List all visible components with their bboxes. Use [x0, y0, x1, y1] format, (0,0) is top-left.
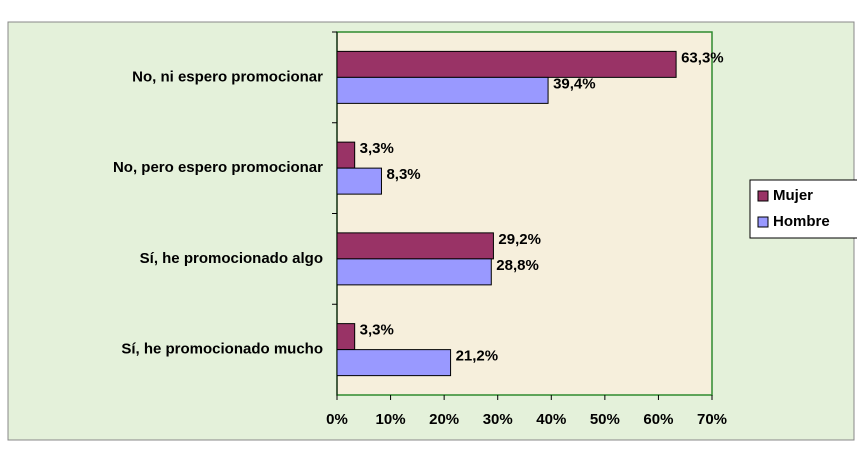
- x-tick-label: 40%: [536, 411, 566, 428]
- y-tick-label: No, pero espero promocionar: [113, 159, 323, 176]
- bar: [336, 167, 382, 195]
- x-tick-label: 0%: [326, 411, 348, 428]
- data-label: 8,3%: [386, 166, 420, 183]
- data-label: 63,3%: [681, 49, 724, 66]
- bar: [336, 349, 452, 377]
- y-tick-label: No, ni espero promocionar: [132, 68, 323, 85]
- y-tick-label: Sí, he promocionado algo: [140, 250, 323, 267]
- x-tick-label: 50%: [590, 411, 620, 428]
- x-tick-label: 20%: [429, 411, 459, 428]
- legend-box: [749, 179, 857, 239]
- data-label: 3,3%: [360, 140, 394, 157]
- data-label: 21,2%: [456, 348, 499, 365]
- data-label: 39,4%: [553, 75, 596, 92]
- x-tick-label: 60%: [643, 411, 673, 428]
- bar: [336, 76, 549, 104]
- x-tick-label: 30%: [483, 411, 513, 428]
- data-label: 3,3%: [360, 322, 394, 339]
- data-label: 29,2%: [498, 231, 541, 248]
- data-label: 28,8%: [496, 257, 539, 274]
- bar: [336, 258, 492, 286]
- bar: [336, 232, 494, 260]
- bar: [336, 323, 356, 351]
- legend-label: Hombre: [773, 213, 830, 230]
- y-tick-label: Sí, he promocionado mucho: [121, 341, 323, 358]
- legend-swatch: [757, 216, 769, 228]
- bar: [336, 141, 356, 169]
- bar: [336, 50, 677, 78]
- x-tick-label: 70%: [697, 411, 727, 428]
- legend-label: Mujer: [773, 187, 813, 204]
- x-tick-label: 10%: [376, 411, 406, 428]
- legend-swatch: [757, 190, 769, 202]
